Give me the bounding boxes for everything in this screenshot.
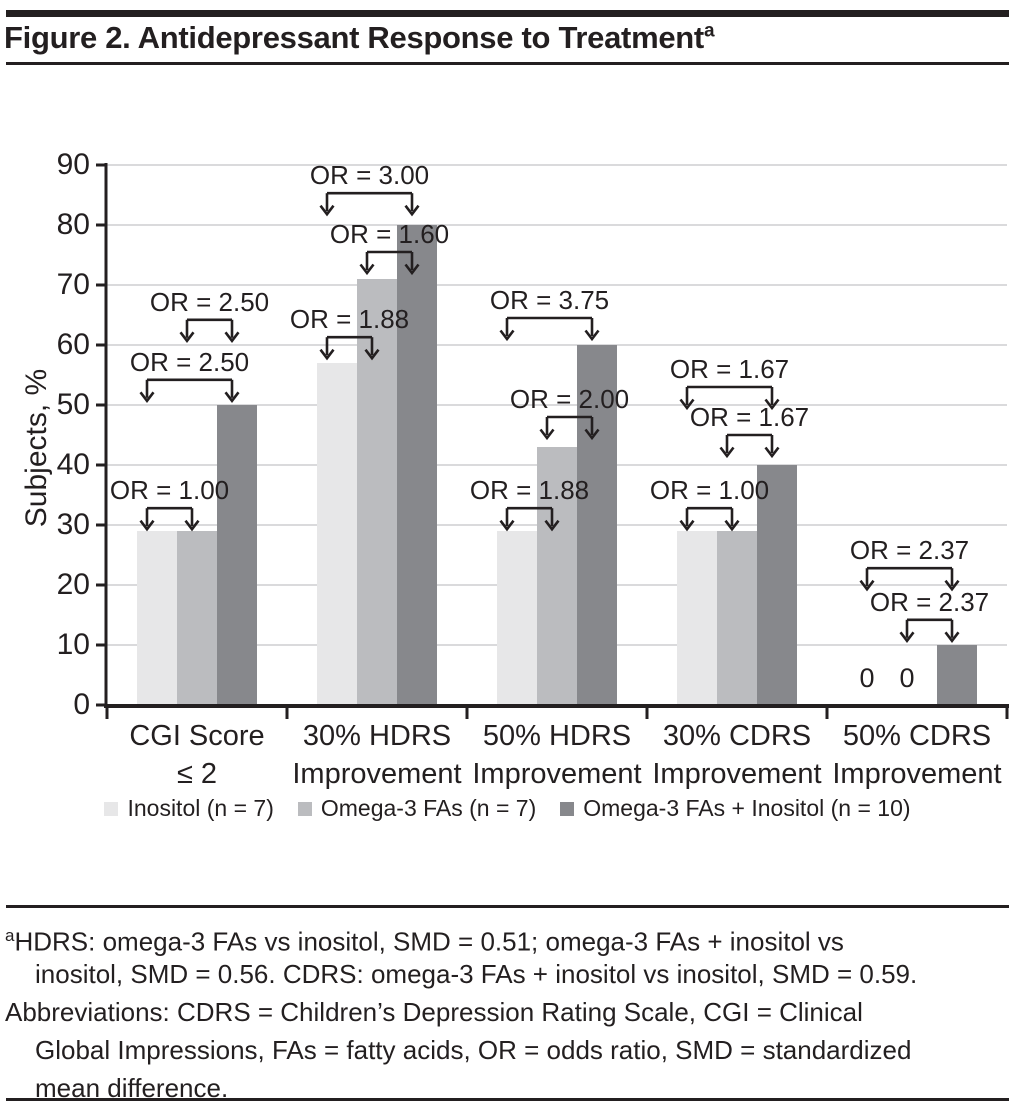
- arrowhead: [404, 204, 420, 217]
- arrowhead: [899, 631, 915, 643]
- bar-1-3: [717, 531, 757, 705]
- legend-swatch-omega3-inositol: [560, 801, 575, 816]
- arrowhead: [139, 391, 155, 403]
- arrowhead: [499, 519, 515, 532]
- arrowhead: [224, 391, 240, 403]
- footnote-line-2: inositol, SMD = 0.56. CDRS: omega-3 FAs …: [35, 959, 918, 989]
- arrowhead: [719, 446, 735, 459]
- footnote-superscript: a: [5, 926, 15, 945]
- arrowhead: [859, 579, 875, 592]
- arrowhead: [944, 579, 960, 592]
- arrowhead: [944, 631, 960, 643]
- bar-2-0: [217, 405, 257, 705]
- footnote-line-1-text: HDRS: omega-3 FAs vs inositol, SMD = 0.5…: [14, 926, 844, 957]
- footnote-line-3: Abbreviations: CDRS = Children’s Depress…: [5, 997, 863, 1027]
- legend: Inositol (n = 7) Omega-3 FAs (n = 7) Ome…: [0, 795, 1015, 822]
- arrowhead: [359, 263, 375, 276]
- bar-0-2: [497, 531, 537, 705]
- legend-label-inositol: Inositol (n = 7): [127, 795, 274, 821]
- arrowhead: [679, 398, 695, 411]
- top-rule: [6, 10, 1009, 17]
- arrowhead: [404, 263, 420, 276]
- bar-2-3: [757, 465, 797, 705]
- bar-0-0: [137, 531, 177, 705]
- arrowhead: [764, 398, 780, 411]
- legend-item-omega3-inositol: Omega-3 FAs + Inositol (n = 10): [560, 795, 911, 822]
- footnote-top-rule: [6, 905, 1009, 908]
- footnote-line-1: aHDRS: omega-3 FAs vs inositol, SMD = 0.…: [5, 920, 844, 958]
- bar-1-0: [177, 531, 217, 705]
- y-axis-title: Subjects, %: [20, 368, 53, 528]
- bar-1-1: [357, 279, 397, 705]
- legend-swatch-omega3: [297, 801, 312, 816]
- arrowhead: [179, 331, 195, 343]
- footnote-bottom-rule: [6, 1098, 1009, 1101]
- arrowhead: [539, 428, 555, 441]
- bar-2-4: [937, 645, 977, 705]
- arrowhead: [544, 519, 560, 532]
- legend-swatch-inositol: [104, 801, 119, 816]
- bar-1-2: [537, 447, 577, 705]
- footnote-line-4: Global Impressions, FAs = fatty acids, O…: [35, 1035, 912, 1065]
- arrowhead: [224, 331, 240, 343]
- arrowhead: [319, 204, 335, 217]
- figure-title: Figure 2. Antidepressant Response to Tre…: [4, 20, 715, 56]
- bar-0-3: [677, 531, 717, 705]
- arrowhead: [584, 329, 600, 342]
- legend-item-omega3: Omega-3 FAs (n = 7): [297, 795, 537, 822]
- figure-title-text: Figure 2. Antidepressant Response to Tre…: [4, 20, 704, 55]
- arrowhead: [584, 428, 600, 441]
- bar-2-2: [577, 345, 617, 705]
- arrowhead: [319, 348, 335, 361]
- legend-item-inositol: Inositol (n = 7): [104, 795, 274, 822]
- legend-label-omega3: Omega-3 FAs (n = 7): [320, 795, 537, 821]
- arrowhead: [764, 446, 780, 459]
- arrowhead: [499, 329, 515, 342]
- arrowhead: [139, 519, 155, 532]
- arrowhead: [184, 519, 200, 532]
- arrowhead: [724, 519, 740, 532]
- legend-label-omega3-inositol: Omega-3 FAs + Inositol (n = 10): [583, 795, 911, 821]
- bar-0-1: [317, 363, 357, 705]
- arrowhead: [364, 348, 380, 361]
- arrowhead: [679, 519, 695, 532]
- title-rule: [6, 62, 1009, 65]
- bar-2-1: [397, 225, 437, 705]
- figure-title-superscript: a: [703, 20, 715, 42]
